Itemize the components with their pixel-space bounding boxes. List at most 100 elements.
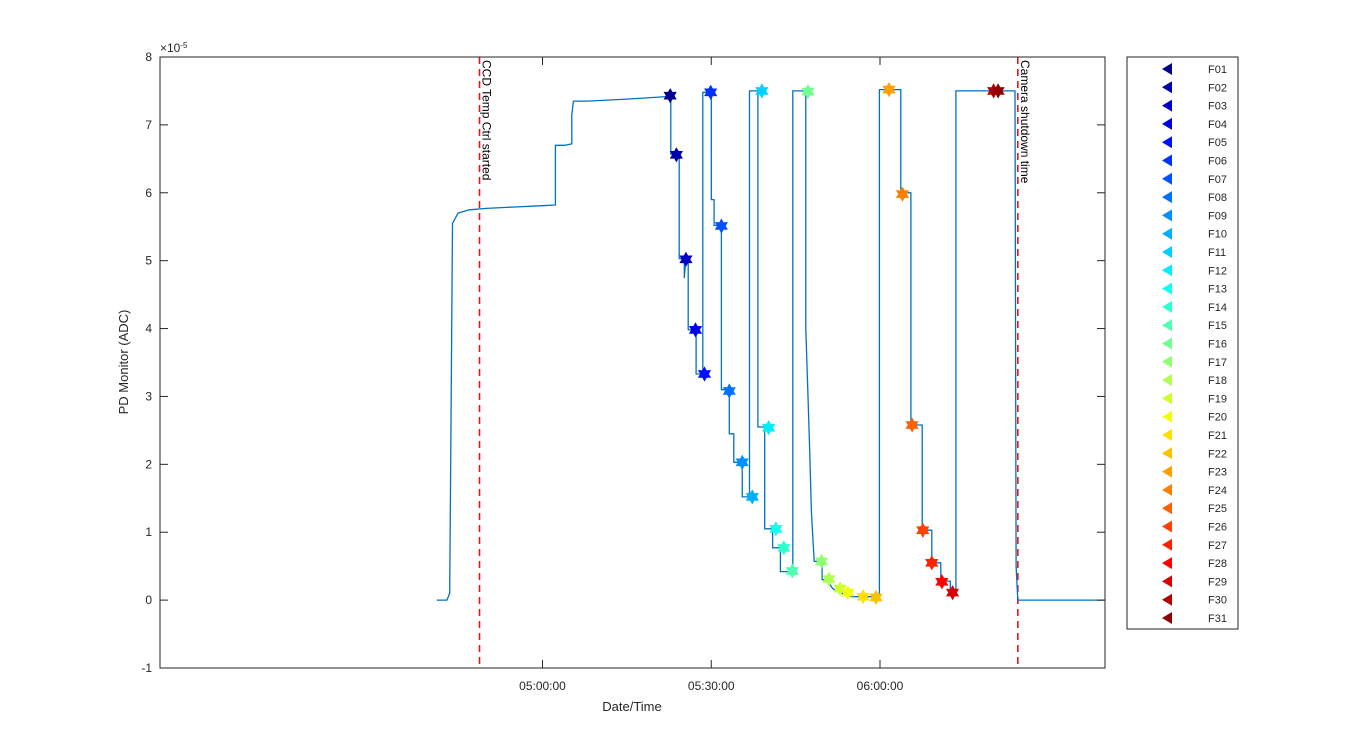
legend-marker-f15 <box>1162 319 1172 332</box>
legend-marker-f06 <box>1162 154 1172 167</box>
y-tick-label: 8 <box>145 50 152 64</box>
y-tick-label: -1 <box>141 661 152 675</box>
legend-label-f08: F08 <box>1208 192 1227 204</box>
legend-marker-f28 <box>1162 557 1172 570</box>
legend-label-f15: F15 <box>1208 320 1227 332</box>
y-multiplier-exponent: -5 <box>180 41 188 50</box>
legend-label-f24: F24 <box>1208 485 1227 497</box>
ticks-layer: -1 0 1 2 3 4 5 6 7 8 05:00:00 05:30:00 06:00:00 <box>141 50 1105 693</box>
y-multiplier-base: ×10 <box>160 41 181 55</box>
x-tick-label: 05:00:00 <box>519 679 566 693</box>
annotation-label: CCD Temp Ctrl started <box>480 60 494 180</box>
filter-marker-f15 <box>785 563 799 579</box>
filter-marker-f16 <box>801 83 815 100</box>
y-multiplier-label: ×10-5 <box>160 41 188 55</box>
legend-label-f17: F17 <box>1208 357 1227 369</box>
legend-label-f11: F11 <box>1208 247 1226 259</box>
filter-marker-f27 <box>925 555 939 571</box>
y-tick-label: 2 <box>145 457 152 471</box>
legend-label-f28: F28 <box>1208 558 1227 570</box>
filter-marker-f08 <box>722 383 736 399</box>
filter-marker-f02 <box>669 147 683 163</box>
plot-background <box>160 57 1105 668</box>
legend-marker-f01 <box>1162 63 1172 75</box>
y-tick-label: 1 <box>145 525 152 539</box>
series-layer <box>436 88 1105 601</box>
legend-marker-f27 <box>1162 538 1172 551</box>
x-tick-label: 05:30:00 <box>688 679 735 693</box>
legend-box <box>1126 56 1239 630</box>
filter-marker-f14 <box>777 540 791 556</box>
y-axis-title: PD Monitor (ADC) <box>116 310 131 415</box>
legend-label-f05: F05 <box>1208 137 1227 149</box>
legend-label-f22: F22 <box>1208 448 1227 460</box>
legend-label-f12: F12 <box>1208 265 1227 277</box>
filter-marker-f12 <box>762 420 776 436</box>
filter-marker-f10 <box>745 489 759 505</box>
filter-marker-f25 <box>905 417 919 433</box>
legend-label-f09: F09 <box>1208 210 1227 222</box>
legend-marker-f22 <box>1162 447 1172 460</box>
legend-marker-f02 <box>1162 81 1172 94</box>
legend-label-f03: F03 <box>1208 101 1227 113</box>
filter-marker-f18 <box>822 571 836 587</box>
annotations-layer: CCD Temp Ctrl started Camera shutdown tim… <box>478 57 1032 668</box>
legend-marker-f29 <box>1162 575 1172 588</box>
legend-label-f25: F25 <box>1208 503 1227 515</box>
legend-label-f07: F07 <box>1208 174 1227 186</box>
filter-marker-f09 <box>735 454 749 470</box>
legend-marker-f18 <box>1162 374 1172 387</box>
annotation-label: Camera shutdown time <box>1018 60 1032 184</box>
filter-marker-f06 <box>704 84 718 100</box>
legend-label-f29: F29 <box>1208 576 1227 588</box>
legend-label-f26: F26 <box>1208 522 1227 534</box>
legend-label-f30: F30 <box>1208 595 1227 607</box>
filter-marker-f23 <box>882 81 896 98</box>
filter-marker-f31 <box>991 83 1005 99</box>
legend-marker-f12 <box>1162 264 1172 277</box>
filter-marker-f07 <box>714 218 728 234</box>
legend-marker-f17 <box>1162 355 1172 368</box>
filter-marker-f01 <box>663 88 677 104</box>
series-line <box>436 88 1105 601</box>
legend-label-f04: F04 <box>1208 119 1227 131</box>
legend-label-f18: F18 <box>1208 375 1227 387</box>
legend-marker-f07 <box>1162 172 1172 185</box>
legend-label-f02: F02 <box>1208 82 1227 94</box>
legend-label-f21: F21 <box>1208 430 1227 442</box>
filter-marker-f11 <box>755 83 769 99</box>
plot-frame <box>159 56 1106 669</box>
legend-marker-f19 <box>1162 392 1172 405</box>
legend-label-f31: F31 <box>1208 613 1227 625</box>
filter-marker-f04 <box>688 322 703 338</box>
legend-marker-f16 <box>1162 337 1172 350</box>
legend-marker-f03 <box>1162 99 1172 112</box>
legend-marker-f11 <box>1162 246 1172 258</box>
legend: F01 F02 F03 F04 F05 F06 F07 F08 F09 F10 F11 F12 F13 F… <box>1162 63 1227 625</box>
legend-marker-f10 <box>1162 227 1172 240</box>
legend-marker-f31 <box>1162 612 1172 624</box>
filter-marker-f21 <box>856 589 870 605</box>
legend-label-f06: F06 <box>1208 156 1227 168</box>
legend-label-f19: F19 <box>1208 393 1227 405</box>
legend-marker-f21 <box>1162 429 1172 441</box>
y-tick-label: 7 <box>145 118 152 132</box>
legend-marker-f30 <box>1162 593 1172 606</box>
legend-marker-f09 <box>1162 209 1172 222</box>
legend-label-f10: F10 <box>1208 229 1227 241</box>
legend-label-f27: F27 <box>1208 540 1227 552</box>
filter-marker-f20 <box>841 584 855 601</box>
x-tick-label: 06:00:00 <box>857 679 904 693</box>
legend-marker-f26 <box>1162 520 1172 533</box>
legend-label-f14: F14 <box>1208 302 1227 314</box>
legend-marker-f20 <box>1162 410 1172 423</box>
filter-marker-f29 <box>945 584 960 601</box>
legend-marker-f25 <box>1162 502 1172 515</box>
filter-marker-f17 <box>814 553 829 570</box>
filter-marker-f24 <box>895 186 910 202</box>
filter-marker-f28 <box>935 574 949 590</box>
y-tick-label: 5 <box>145 254 152 268</box>
legend-label-f16: F16 <box>1208 339 1227 351</box>
filter-marker-f26 <box>916 522 930 538</box>
